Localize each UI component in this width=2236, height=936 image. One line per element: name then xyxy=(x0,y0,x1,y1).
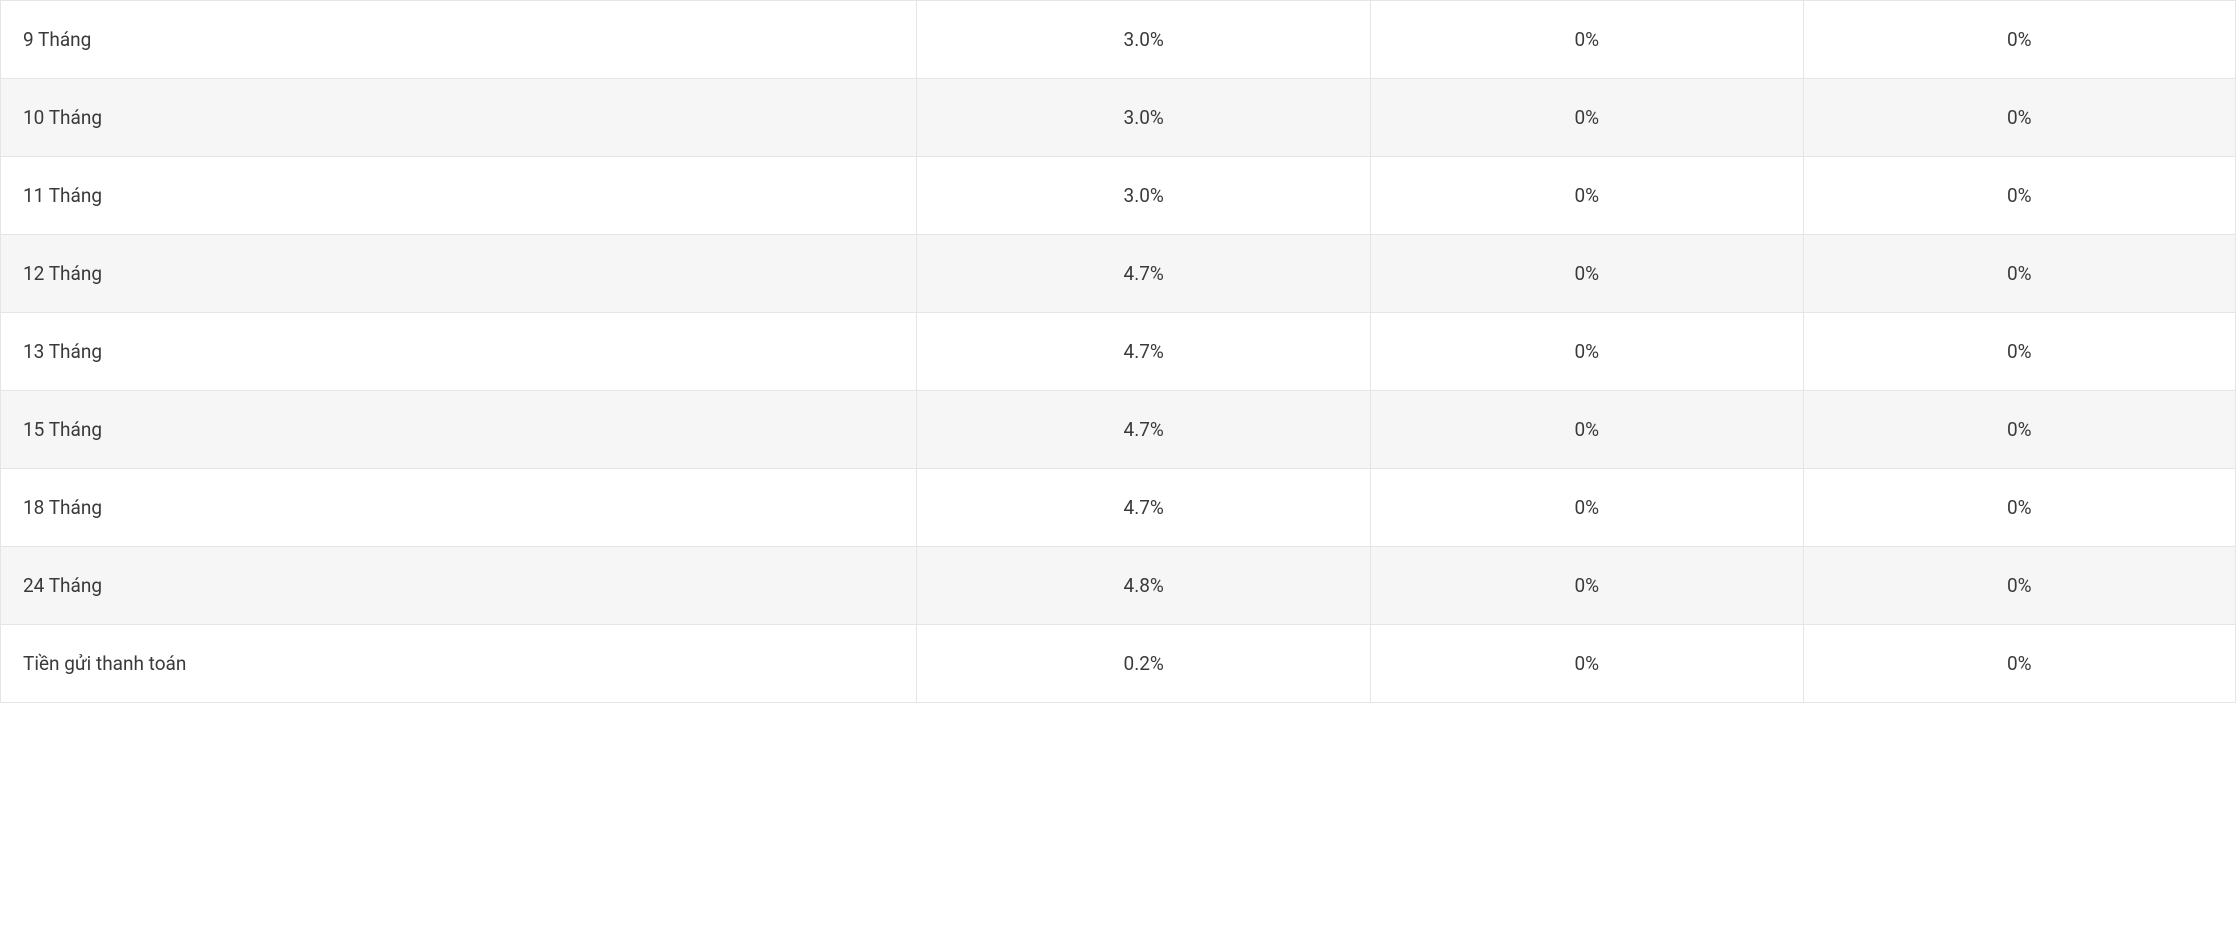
rate3-cell: 0% xyxy=(1803,625,2235,703)
rate1-cell: 3.0% xyxy=(917,1,1371,79)
rate1-cell: 4.7% xyxy=(917,313,1371,391)
rate2-cell: 0% xyxy=(1371,235,1803,313)
rate3-cell: 0% xyxy=(1803,391,2235,469)
rate1-cell: 4.7% xyxy=(917,235,1371,313)
table-row: 24 Tháng 4.8% 0% 0% xyxy=(1,547,2236,625)
rate3-cell: 0% xyxy=(1803,313,2235,391)
rate2-cell: 0% xyxy=(1371,547,1803,625)
table-body: 9 Tháng 3.0% 0% 0% 10 Tháng 3.0% 0% 0% 1… xyxy=(1,1,2236,703)
table-row: 11 Tháng 3.0% 0% 0% xyxy=(1,157,2236,235)
rate2-cell: 0% xyxy=(1371,157,1803,235)
rate3-cell: 0% xyxy=(1803,157,2235,235)
term-cell: 11 Tháng xyxy=(1,157,917,235)
rate3-cell: 0% xyxy=(1803,1,2235,79)
term-cell: 9 Tháng xyxy=(1,1,917,79)
rate2-cell: 0% xyxy=(1371,313,1803,391)
term-cell: Tiền gửi thanh toán xyxy=(1,625,917,703)
term-cell: 13 Tháng xyxy=(1,313,917,391)
table-row: 10 Tháng 3.0% 0% 0% xyxy=(1,79,2236,157)
rate1-cell: 4.8% xyxy=(917,547,1371,625)
rate3-cell: 0% xyxy=(1803,547,2235,625)
rate2-cell: 0% xyxy=(1371,391,1803,469)
rate2-cell: 0% xyxy=(1371,1,1803,79)
rate2-cell: 0% xyxy=(1371,625,1803,703)
table-row: 18 Tháng 4.7% 0% 0% xyxy=(1,469,2236,547)
term-cell: 24 Tháng xyxy=(1,547,917,625)
rate1-cell: 4.7% xyxy=(917,391,1371,469)
rate2-cell: 0% xyxy=(1371,79,1803,157)
rate3-cell: 0% xyxy=(1803,235,2235,313)
term-cell: 10 Tháng xyxy=(1,79,917,157)
rate2-cell: 0% xyxy=(1371,469,1803,547)
rate1-cell: 3.0% xyxy=(917,79,1371,157)
table-row: 12 Tháng 4.7% 0% 0% xyxy=(1,235,2236,313)
rate1-cell: 3.0% xyxy=(917,157,1371,235)
term-cell: 18 Tháng xyxy=(1,469,917,547)
table-row: 9 Tháng 3.0% 0% 0% xyxy=(1,1,2236,79)
table-row: 15 Tháng 4.7% 0% 0% xyxy=(1,391,2236,469)
table-row: 13 Tháng 4.7% 0% 0% xyxy=(1,313,2236,391)
table-row: Tiền gửi thanh toán 0.2% 0% 0% xyxy=(1,625,2236,703)
rate1-cell: 4.7% xyxy=(917,469,1371,547)
interest-rates-table: 9 Tháng 3.0% 0% 0% 10 Tháng 3.0% 0% 0% 1… xyxy=(0,0,2236,703)
term-cell: 15 Tháng xyxy=(1,391,917,469)
term-cell: 12 Tháng xyxy=(1,235,917,313)
rate3-cell: 0% xyxy=(1803,79,2235,157)
rate3-cell: 0% xyxy=(1803,469,2235,547)
rate1-cell: 0.2% xyxy=(917,625,1371,703)
